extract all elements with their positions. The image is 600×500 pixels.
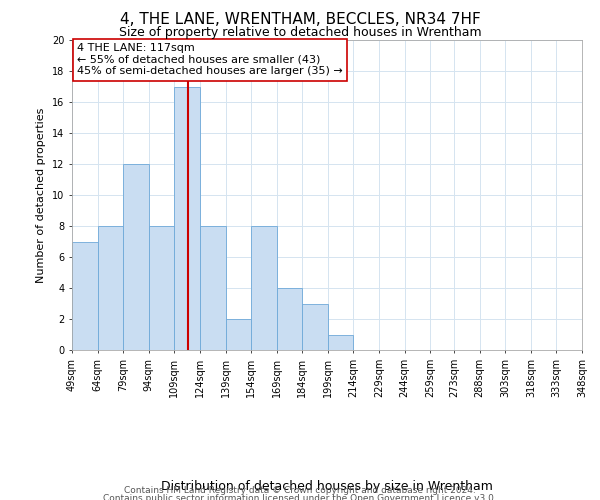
Text: Contains public sector information licensed under the Open Government Licence v3: Contains public sector information licen… [103, 494, 497, 500]
Bar [72, 242, 98, 350]
Text: Contains HM Land Registry data © Crown copyright and database right 2024.: Contains HM Land Registry data © Crown c… [124, 486, 476, 495]
Text: 4, THE LANE, WRENTHAM, BECCLES, NR34 7HF: 4, THE LANE, WRENTHAM, BECCLES, NR34 7HF [119, 12, 481, 28]
Y-axis label: Number of detached properties: Number of detached properties [37, 108, 46, 282]
X-axis label: Distribution of detached houses by size in Wrentham: Distribution of detached houses by size … [161, 480, 493, 494]
Bar [175, 86, 200, 350]
Bar [226, 319, 251, 350]
Bar [302, 304, 328, 350]
Bar [200, 226, 226, 350]
Bar [149, 226, 175, 350]
Text: Size of property relative to detached houses in Wrentham: Size of property relative to detached ho… [119, 26, 481, 39]
Bar [251, 226, 277, 350]
Text: 4 THE LANE: 117sqm
← 55% of detached houses are smaller (43)
45% of semi-detache: 4 THE LANE: 117sqm ← 55% of detached hou… [77, 43, 343, 76]
Bar [328, 334, 353, 350]
Bar [98, 226, 123, 350]
Bar [277, 288, 302, 350]
Bar [123, 164, 149, 350]
